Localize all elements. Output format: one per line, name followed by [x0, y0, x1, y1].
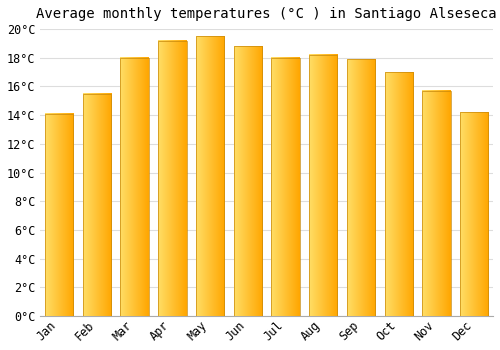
Bar	[120, 58, 149, 316]
Bar	[158, 41, 186, 316]
Bar	[460, 112, 488, 316]
Bar	[272, 58, 299, 316]
Bar	[45, 114, 74, 316]
Bar	[384, 72, 413, 316]
Bar	[309, 55, 338, 316]
Bar	[196, 36, 224, 316]
Bar	[272, 58, 299, 316]
Title: Average monthly temperatures (°C ) in Santiago Alseseca: Average monthly temperatures (°C ) in Sa…	[36, 7, 497, 21]
Bar	[234, 46, 262, 316]
Bar	[309, 55, 338, 316]
Bar	[45, 114, 74, 316]
Bar	[347, 59, 375, 316]
Bar	[422, 91, 450, 316]
Bar	[83, 93, 111, 316]
Bar	[347, 59, 375, 316]
Bar	[120, 58, 149, 316]
Bar	[460, 112, 488, 316]
Bar	[196, 36, 224, 316]
Bar	[158, 41, 186, 316]
Bar	[384, 72, 413, 316]
Bar	[422, 91, 450, 316]
Bar	[234, 46, 262, 316]
Bar	[83, 93, 111, 316]
